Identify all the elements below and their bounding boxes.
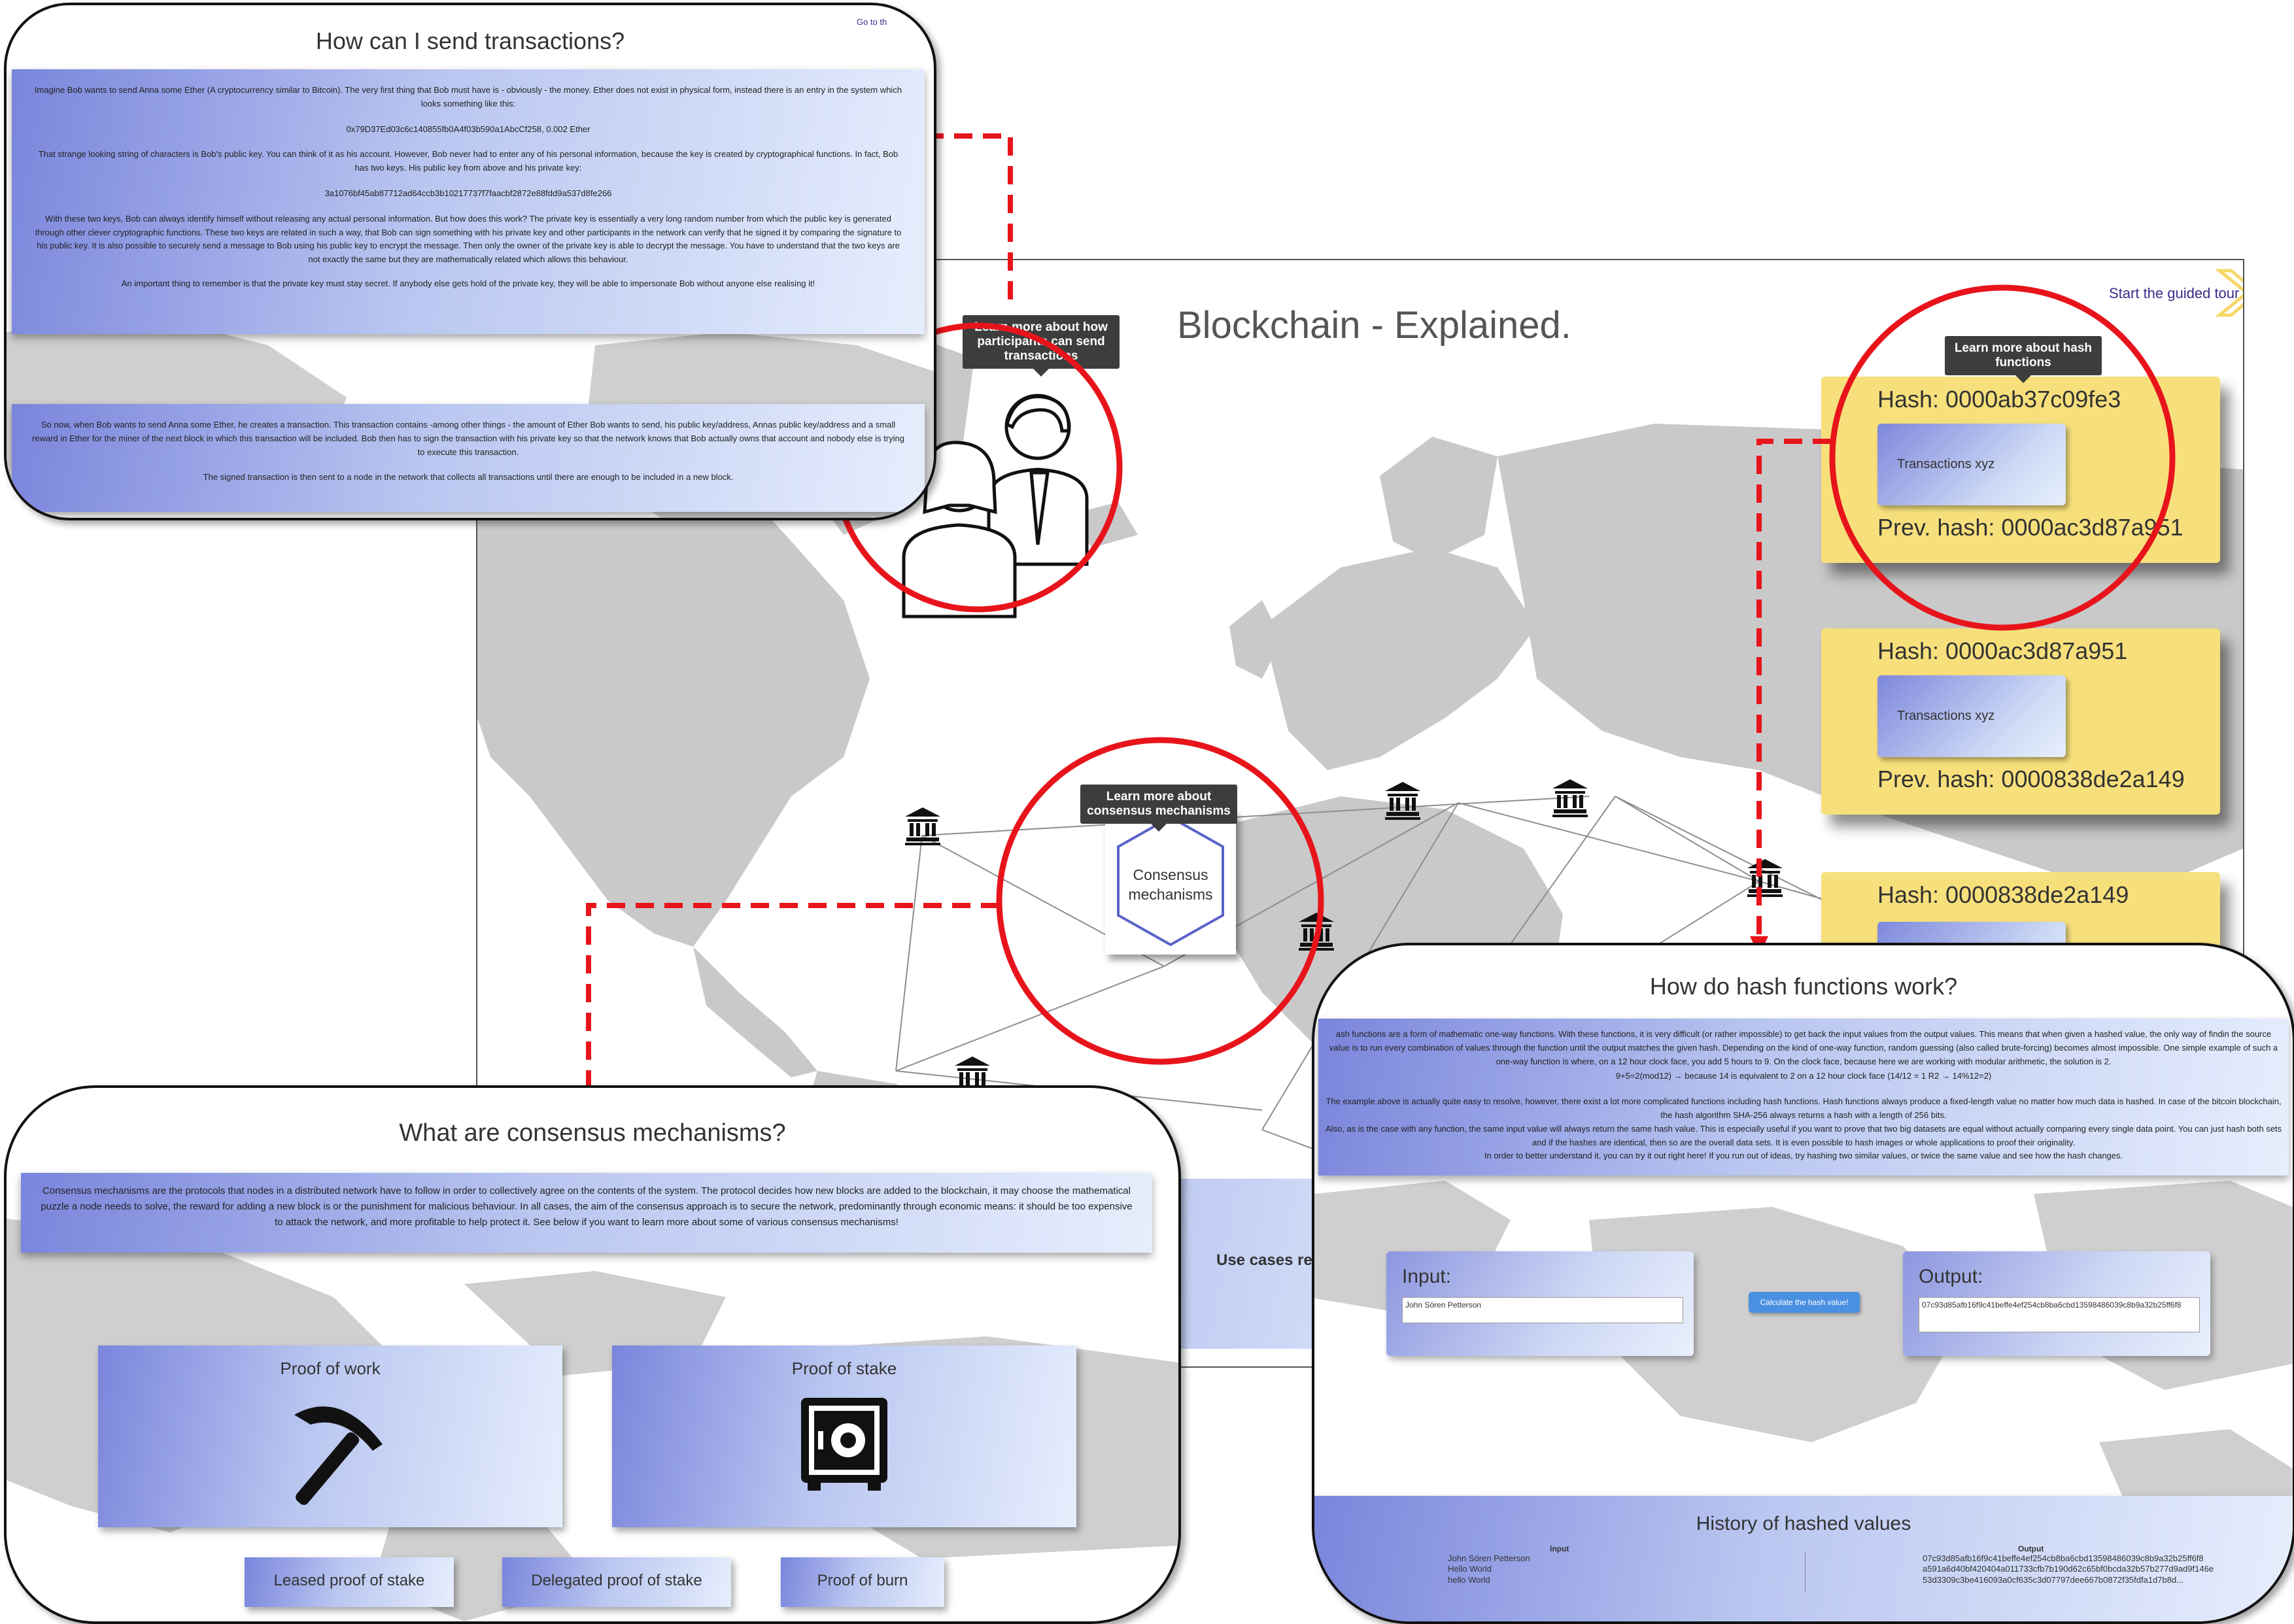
block-hash: Hash: 0000ab37c09fe3 — [1877, 386, 2121, 413]
block-hash: Hash: 0000838de2a149 — [1877, 881, 2129, 908]
hash-text-card: ash functions are a form of mathematic o… — [1318, 1019, 2289, 1176]
proof-of-stake-label: Proof of stake — [791, 1359, 897, 1378]
history-input-item: hello World — [1448, 1574, 1490, 1585]
history-output-header: Output — [2018, 1544, 2044, 1553]
input-label: Input: — [1402, 1266, 1452, 1287]
consensus-text-card: Consensus mechanisms are the protocols t… — [21, 1173, 1152, 1253]
hash-output-field: 07c93d85afb16f9c41beffe4ef254cb8ba6cbd13… — [1919, 1297, 2200, 1332]
proof-of-work-label: Proof of work — [280, 1359, 381, 1378]
history-input-item: John Sören Petterson — [1448, 1553, 1530, 1563]
history-output-item: a591a6d40bf420404a011733cfb7b190d62c65bf… — [1923, 1564, 2214, 1574]
history-outputs: 07c93d85afb16f9c41beffe4ef254cb8ba6cbd13… — [1923, 1553, 2276, 1585]
leased-proof-of-stake-label: Leased proof of stake — [273, 1572, 425, 1589]
block-hash: Hash: 0000ac3d87a951 — [1877, 637, 2128, 664]
block-prev-hash: Prev. hash: 0000ac3d87a951 — [1877, 514, 2183, 541]
hash-callout: How do hash functions work? ash function… — [1312, 943, 2294, 1624]
goto-link[interactable]: Go to th — [857, 17, 887, 27]
bank-node-icon[interactable] — [1746, 858, 1784, 897]
block-prev-hash: Prev. hash: 0000838de2a149 — [1877, 766, 2185, 792]
paragraph: ash functions are a form of mathematic o… — [1329, 1029, 2278, 1066]
consensus-node[interactable]: Consensus mechanisms — [1105, 811, 1236, 955]
consensus-title: What are consensus mechanisms? — [399, 1119, 786, 1147]
paragraph: So now, when Bob wants to send Anna some… — [32, 420, 904, 457]
bank-node-icon[interactable] — [904, 806, 942, 845]
public-key-entry: 0x79D37Ed03c6c140855fb0A4f03b590a1AbcCf2… — [346, 124, 591, 134]
hash-history-panel: History of hashed values Input Output Jo… — [1314, 1496, 2293, 1621]
history-input-item: Hello World — [1448, 1564, 1492, 1574]
tooltip-hash: Learn more about hash functions — [1945, 336, 2102, 383]
consensus-callout: What are consensus mechanisms? Consensus… — [4, 1085, 1181, 1624]
hexagon-icon — [1117, 815, 1224, 947]
hash-output-box: Output: 07c93d85afb16f9c41beffe4ef254cb8… — [1903, 1251, 2210, 1356]
block-card[interactable]: Hash: 0000ac3d87a951 Transactions xyz Pr… — [1821, 628, 2220, 815]
paragraph: An important thing to remember is that t… — [121, 278, 815, 288]
history-divider — [1805, 1552, 1806, 1591]
history-title: History of hashed values — [1696, 1513, 1911, 1534]
paragraph: Imagine Bob wants to send Anna some Ethe… — [34, 85, 902, 109]
safe-icon — [801, 1398, 887, 1491]
paragraph: Also, as is the case with any function, … — [1325, 1123, 2282, 1147]
block-transactions[interactable]: Transactions xyz — [1877, 424, 2066, 505]
bank-node-icon[interactable] — [1551, 778, 1589, 817]
transactions-callout: How can I send transactions? Go to th Im… — [4, 3, 936, 520]
page-title: Blockchain - Explained. — [1177, 304, 1571, 347]
history-input-header: Input — [1550, 1544, 1569, 1553]
paragraph: The signed transaction is then sent to a… — [203, 472, 734, 482]
private-key: 3a1076bf45ab87712ad64ccb3b10217737f7faac… — [324, 188, 612, 198]
paragraph: The example above is actually quite easy… — [1326, 1096, 2282, 1120]
participants-icon[interactable] — [891, 375, 1106, 623]
tooltip-consensus: Learn more about consensus mechanisms — [1080, 785, 1237, 832]
use-cases-label[interactable]: Use cases re — [1216, 1251, 1312, 1269]
hash-title: How do hash functions work? — [1649, 973, 1958, 1000]
hash-formula: 9+5=2(mod12) → because 14 is equivalent … — [1615, 1071, 1992, 1081]
block-transactions[interactable]: Transactions xyz — [1877, 675, 2066, 757]
leased-proof-of-stake-button[interactable]: Leased proof of stake — [245, 1557, 454, 1607]
proof-of-stake-card[interactable]: Proof of stake — [612, 1345, 1076, 1527]
proof-of-work-card[interactable]: Proof of work — [98, 1345, 562, 1527]
output-label: Output: — [1919, 1266, 1983, 1287]
chevron-right-icon[interactable] — [2214, 267, 2244, 319]
transactions-text-card-2: So now, when Bob wants to send Anna some… — [12, 404, 925, 512]
delegated-proof-of-stake-label: Delegated proof of stake — [531, 1572, 702, 1589]
paragraph: With these two keys, Bob can always iden… — [35, 213, 902, 265]
start-tour-link[interactable]: Start the guided tour — [2109, 285, 2240, 301]
hash-input-field[interactable]: John Sören Petterson — [1402, 1297, 1683, 1323]
history-inputs: John Sören Petterson Hello World hello W… — [1448, 1553, 1530, 1585]
paragraph: That strange looking string of character… — [38, 149, 899, 173]
transactions-text-card: Imagine Bob wants to send Anna some Ethe… — [12, 69, 925, 334]
proof-of-burn-label: Proof of burn — [817, 1572, 908, 1589]
calculate-hash-button[interactable]: Calculate the hash value! — [1749, 1292, 1860, 1313]
history-output-item: 53d3309c3be416093a0cf635c3d07797dee667b0… — [1923, 1574, 2184, 1585]
delegated-proof-of-stake-button[interactable]: Delegated proof of stake — [502, 1557, 731, 1607]
proof-of-burn-button[interactable]: Proof of burn — [781, 1557, 944, 1607]
history-output-item: 07c93d85afb16f9c41beffe4ef254cb8ba6cbd13… — [1923, 1553, 2204, 1563]
bank-node-icon[interactable] — [1384, 781, 1422, 820]
transactions-title: How can I send transactions? — [315, 27, 625, 54]
consensus-node-label: Consensus mechanisms — [1128, 866, 1213, 903]
pickaxe-icon — [294, 1406, 383, 1505]
hash-input-box: Input: John Sören Petterson — [1386, 1251, 1694, 1356]
paragraph: In order to better understand it, you ca… — [1484, 1151, 2123, 1161]
